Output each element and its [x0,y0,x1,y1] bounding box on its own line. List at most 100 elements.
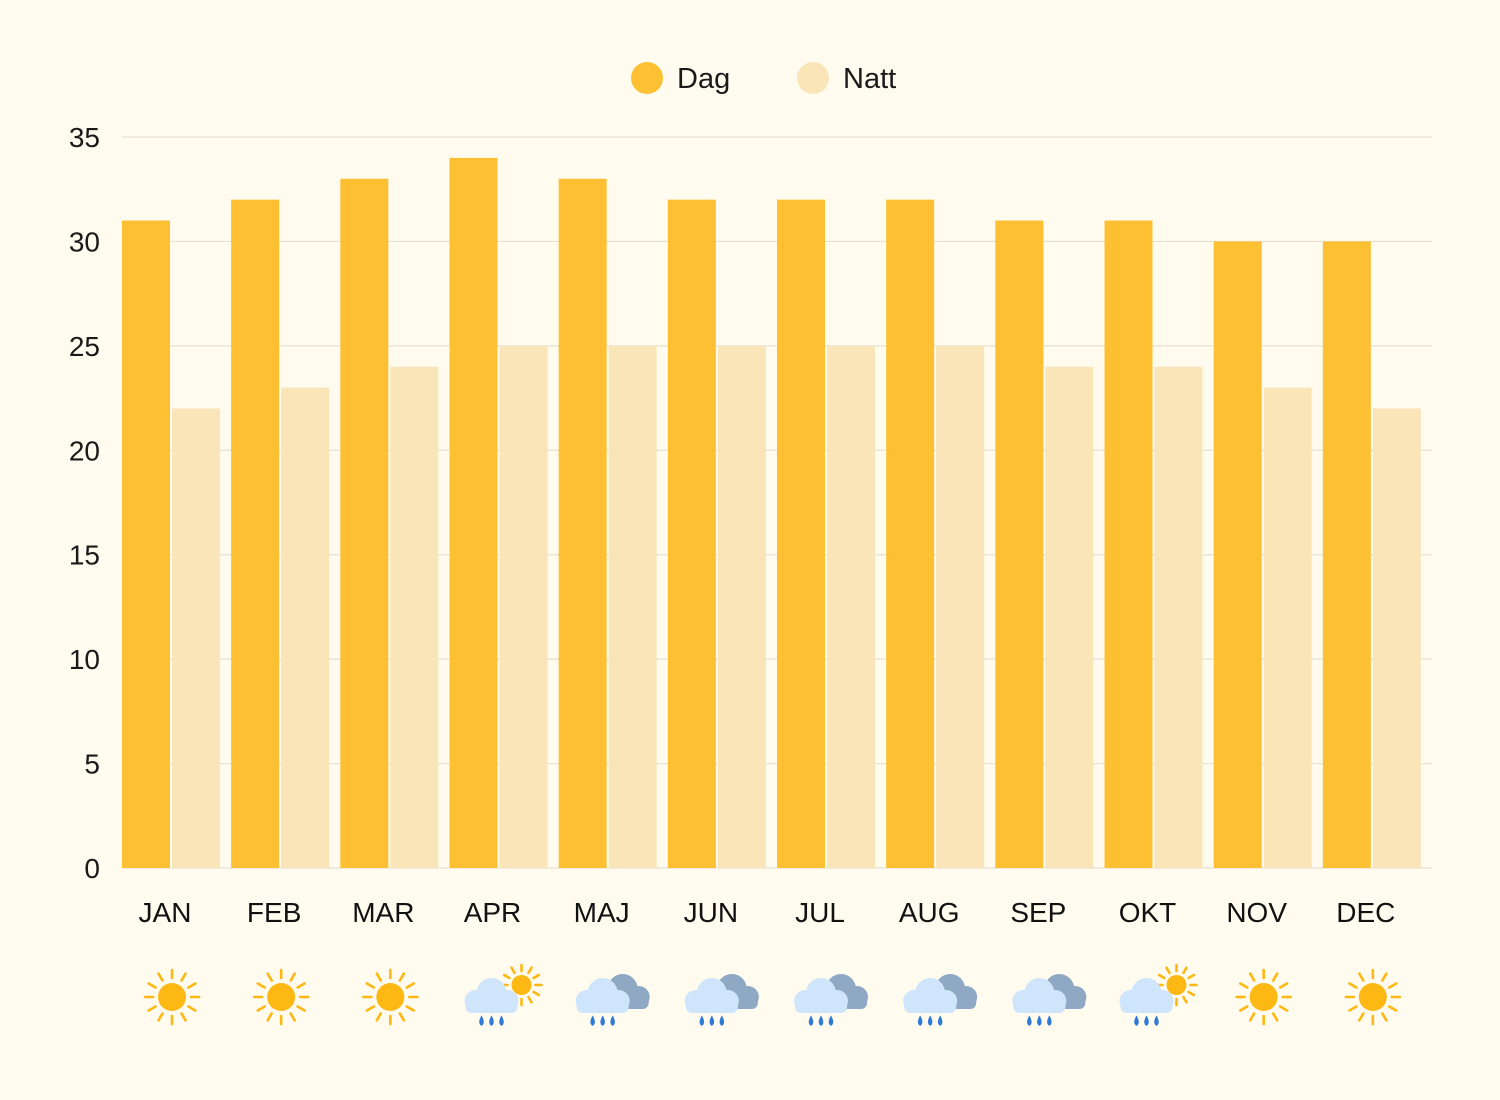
legend-swatch [631,62,663,94]
sun-ray [289,1012,296,1022]
y-tick-label: 20 [69,435,100,466]
rain-drop [709,1015,715,1026]
bar-night-feb [281,387,330,868]
sun-ray [527,995,533,1004]
bar-day-feb [231,199,280,868]
y-tick-label: 0 [84,853,100,884]
cloud-shape [1119,978,1174,1013]
sun-ray [266,972,273,982]
rain-drop [917,1015,923,1026]
sun-ray [1278,982,1289,989]
legend-swatch [797,62,829,94]
y-axis-ticks: 0 5 10 15 20 25 30 35 [69,122,100,884]
cloud-shape [575,978,630,1013]
sun-ray [375,1012,383,1022]
bar-day-jul [777,199,825,868]
bar-day-nov [1213,241,1262,868]
cloud-part [1120,1000,1173,1013]
sun-ray [1248,1012,1256,1022]
sun-ray [187,1005,197,1012]
sun-ray [289,972,296,982]
y-tick-label: 35 [69,122,100,153]
legend-label: Natt [843,63,896,95]
sun-ray [296,1005,306,1012]
bar-night-mar [390,366,439,868]
x-tick-label: OKT [1119,897,1177,928]
x-axis-ticks: JAN FEB MAR APR MAJ JUN JUL AUG SEP OKT NOV DEC [139,897,1396,928]
x-tick-label: JAN [139,897,192,928]
weather-icons [143,963,1402,1026]
x-tick-label: AUG [899,897,960,928]
cloud-part [465,1000,518,1013]
sun-ray [157,1012,164,1022]
sun-ray [1387,982,1398,989]
rain-sun-icon [1119,963,1198,1026]
legend-item: Natt [797,62,896,95]
sun-ray [256,982,267,989]
sun-ray [266,1012,273,1022]
sun-icon [1344,968,1402,1026]
rain-drop [927,1015,933,1026]
sun-shape [143,968,201,1026]
legend-label: Dag [677,63,730,95]
rain-drop [1144,1015,1149,1026]
sun-ray [527,966,533,975]
sun-ray [180,972,187,982]
sun-ray [1182,995,1188,1004]
x-tick-label: FEB [247,897,301,928]
bar-day-maj [558,178,607,868]
bar-night-sep [1045,366,1094,868]
rain-drop [818,1015,824,1026]
sun-ray [147,1005,157,1012]
sun-ray [1157,973,1166,980]
bar-day-sep [995,220,1044,869]
bar-day-mar [340,178,389,868]
sun-ray [1348,982,1358,989]
sun-ray [1271,1012,1279,1022]
sun-disc [1358,983,1387,1011]
sun-ray [1271,972,1279,982]
sun-ray [502,973,511,980]
sun-ray [1358,972,1365,982]
cloud-shape [464,978,519,1013]
rain-drop [1134,1015,1139,1026]
bars [122,157,1421,869]
sun-ray [1238,982,1249,989]
sun-ray [532,990,541,997]
cloud-shape [903,978,958,1013]
bar-day-okt [1104,220,1153,869]
sun-ray [1238,1005,1249,1012]
rain-drop [590,1015,595,1026]
legend-item: Dag [631,62,730,95]
cloud-shape [684,978,739,1013]
bar-day-dec [1322,241,1371,868]
rain-drop [808,1015,814,1026]
cloud-shape [1012,978,1067,1013]
cloud-part [1013,1000,1066,1013]
y-tick-label: 25 [69,331,100,362]
rain-drop [1154,1015,1159,1026]
sun-ray [1165,966,1171,975]
rain-drop [1027,1015,1032,1026]
rain-drop [489,1015,494,1026]
sun-disc [1249,983,1278,1011]
sun-shape [1235,968,1292,1026]
rain-drop [610,1015,615,1026]
sun-ray [365,982,376,989]
rain-sun-icon [464,963,543,1026]
sun-disc [1166,975,1187,995]
y-tick-label: 5 [84,749,100,780]
cloud-shape [794,978,848,1013]
sun-ray [1381,1012,1388,1022]
sun-ray [405,1005,416,1012]
rain-drop [699,1015,705,1026]
rain-drop [937,1015,943,1026]
rain-cloud-icon [575,974,650,1026]
bar-night-dec [1372,408,1421,868]
x-tick-label: APR [464,897,522,928]
sun-ray [532,973,541,980]
bar-night-okt [1154,366,1203,868]
sun-ray [256,1005,267,1012]
cloud-part [576,1000,629,1013]
